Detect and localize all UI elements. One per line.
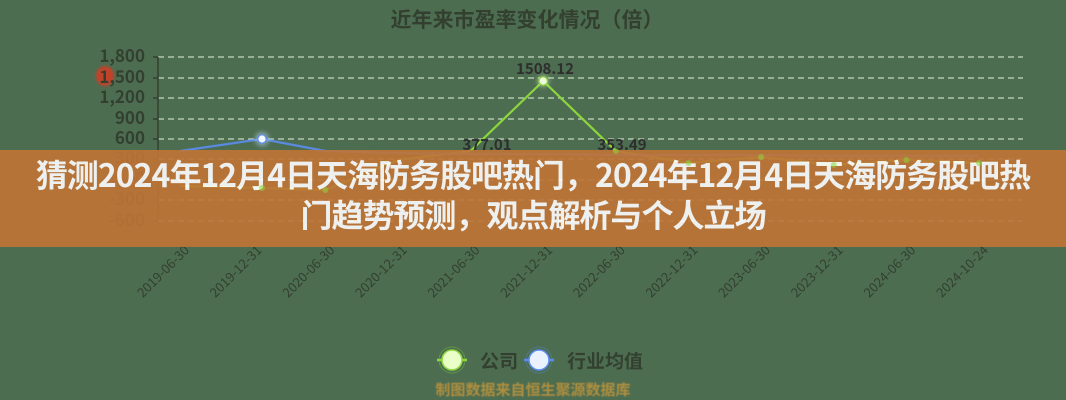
svg-text:2019-12-31: 2019-12-31 (205, 240, 266, 301)
svg-text:2019-06-30: 2019-06-30 (132, 240, 193, 301)
svg-text:2024-10-24: 2024-10-24 (931, 240, 992, 301)
svg-text:2021-12-31: 2021-12-31 (495, 240, 556, 301)
svg-text:2023-06-30: 2023-06-30 (713, 240, 774, 301)
svg-text:近年来市盈率变化情况（倍）: 近年来市盈率变化情况（倍） (391, 4, 664, 34)
svg-text:公司: 公司 (480, 347, 518, 374)
svg-text:2023-12-31: 2023-12-31 (786, 240, 847, 301)
svg-text:行业均值: 行业均值 (567, 347, 643, 374)
svg-text:2022-12-31: 2022-12-31 (641, 240, 702, 301)
svg-text:2021-06-30: 2021-06-30 (423, 240, 484, 301)
svg-text:2020-06-30: 2020-06-30 (277, 240, 338, 301)
svg-text:2024-06-30: 2024-06-30 (859, 240, 920, 301)
svg-text:制图数据来自恒生聚源数据库: 制图数据来自恒生聚源数据库 (435, 379, 630, 400)
svg-text:2020-12-31: 2020-12-31 (350, 240, 411, 301)
svg-text:1508.12: 1508.12 (516, 58, 574, 79)
svg-text:2022-06-30: 2022-06-30 (568, 240, 629, 301)
